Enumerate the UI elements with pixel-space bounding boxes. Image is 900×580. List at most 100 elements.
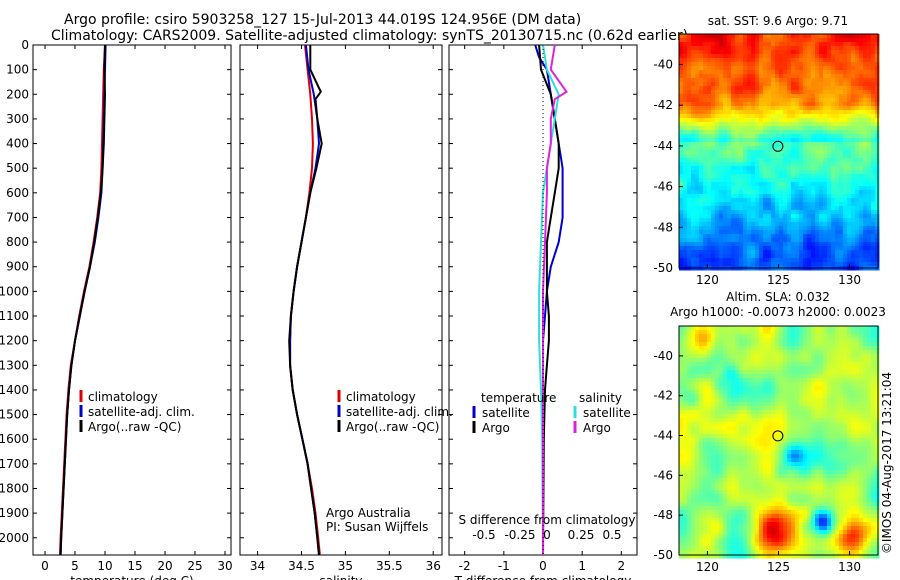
- map-cell: [791, 74, 796, 79]
- map-cell: [759, 258, 764, 263]
- map-cell: [715, 166, 720, 171]
- map-cell: [863, 50, 868, 55]
- map-cell: [871, 46, 876, 51]
- map-cell: [719, 434, 724, 439]
- map-cell: [719, 178, 724, 183]
- map-cell: [719, 366, 724, 371]
- map-cell: [831, 78, 836, 83]
- map-cell: [839, 110, 844, 115]
- map-cell: [811, 218, 816, 223]
- map-cell: [771, 154, 776, 159]
- map-cell: [867, 94, 872, 99]
- map-cell: [763, 154, 768, 159]
- map-cell: [871, 434, 876, 439]
- map-cell: [863, 78, 868, 83]
- map-cell: [875, 442, 880, 447]
- map-cell: [679, 178, 684, 183]
- map-cell: [779, 346, 784, 351]
- map-cell: [823, 146, 828, 151]
- map-cell: [843, 346, 848, 351]
- map-cell: [791, 154, 796, 159]
- map-cell: [827, 378, 832, 383]
- map-cell: [863, 358, 868, 363]
- map-cell: [803, 130, 808, 135]
- map-cell: [683, 242, 688, 247]
- map-cell: [847, 110, 852, 115]
- map-cell: [791, 66, 796, 71]
- map-cell: [823, 202, 828, 207]
- map-cell: [747, 238, 752, 243]
- map-cell: [843, 50, 848, 55]
- x-tick-label: 34.5: [288, 559, 315, 573]
- map-cell: [843, 326, 848, 331]
- map-cell: [795, 342, 800, 347]
- map-cell: [711, 178, 716, 183]
- y-tick-label: 300: [6, 112, 29, 126]
- map-cell: [815, 406, 820, 411]
- map-cell: [743, 382, 748, 387]
- map-cell: [791, 158, 796, 163]
- map-cell: [731, 242, 736, 247]
- map-cell: [815, 106, 820, 111]
- map-cell: [719, 226, 724, 231]
- map-cell: [771, 174, 776, 179]
- map-cell: [691, 254, 696, 259]
- map-cell: [715, 458, 720, 463]
- map-cell: [871, 82, 876, 87]
- map-cell: [851, 458, 856, 463]
- map-cell: [839, 250, 844, 255]
- map-cell: [787, 178, 792, 183]
- map-cell: [751, 110, 756, 115]
- map-cell: [679, 190, 684, 195]
- map-cell: [711, 114, 716, 119]
- map-cell: [779, 246, 784, 251]
- map-cell: [763, 250, 768, 255]
- map-cell: [687, 46, 692, 51]
- map-cell: [871, 122, 876, 127]
- map-cell: [727, 398, 732, 403]
- map-cell: [823, 230, 828, 235]
- map-cell: [835, 238, 840, 243]
- map-cell: [707, 458, 712, 463]
- map-cell: [743, 106, 748, 111]
- y-tick-label: 1500: [0, 408, 29, 422]
- map-cell: [771, 150, 776, 155]
- map-cell: [719, 426, 724, 431]
- map-cell: [811, 234, 816, 239]
- map-cell: [731, 338, 736, 343]
- map-cell: [775, 134, 780, 139]
- map-cell: [823, 326, 828, 331]
- map-cell: [875, 46, 880, 51]
- map-cell: [783, 234, 788, 239]
- map-cell: [875, 182, 880, 187]
- map-cell: [855, 454, 860, 459]
- map-cell: [815, 254, 820, 259]
- map-cell: [687, 102, 692, 107]
- map-cell: [823, 346, 828, 351]
- map-cell: [687, 450, 692, 455]
- map-cell: [799, 186, 804, 191]
- map-cell: [839, 50, 844, 55]
- map-cell: [855, 166, 860, 171]
- map-cell: [815, 350, 820, 355]
- map-cell: [791, 454, 796, 459]
- map-cell: [763, 382, 768, 387]
- map-cell: [835, 66, 840, 71]
- map-cell: [847, 414, 852, 419]
- map-cell: [743, 414, 748, 419]
- map-cell: [835, 82, 840, 87]
- map-cell: [839, 38, 844, 43]
- map-cell: [867, 154, 872, 159]
- map-cell: [831, 354, 836, 359]
- map-cell: [839, 62, 844, 67]
- map-cell: [723, 182, 728, 187]
- map-cell: [683, 246, 688, 251]
- map-cell: [683, 74, 688, 79]
- map-cell: [703, 186, 708, 191]
- map-cell: [779, 370, 784, 375]
- map-cell: [871, 202, 876, 207]
- map-cell: [839, 70, 844, 75]
- map-cell: [759, 122, 764, 127]
- map-cell: [827, 422, 832, 427]
- map-cell: [695, 350, 700, 355]
